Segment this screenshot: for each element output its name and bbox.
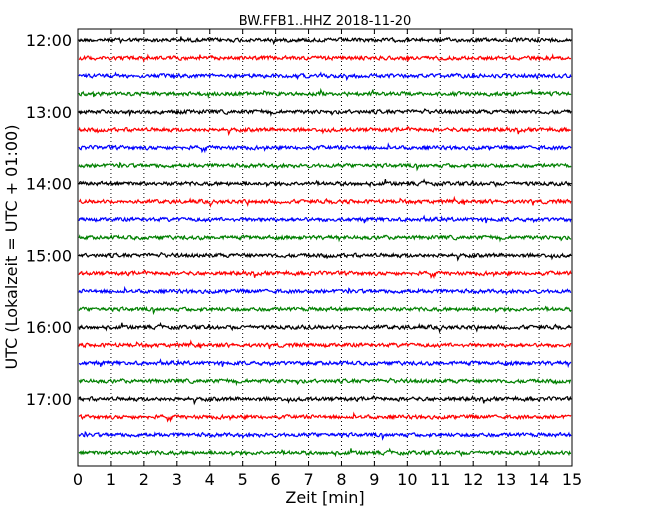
x-tick-label: 6 xyxy=(271,470,281,489)
x-axis-ticks: 0 1 2 3 4 5 6 7 8 9 10 11 12 13 14 15 xyxy=(73,29,582,489)
x-tick-label: 14 xyxy=(529,470,549,489)
x-tick-label: 0 xyxy=(73,470,83,489)
trace-1445 xyxy=(78,234,572,243)
chart-title: BW.FFB1..HHZ 2018-11-20 xyxy=(239,14,412,29)
trace-1745 xyxy=(78,447,572,458)
trace-1645 xyxy=(78,377,572,387)
trace-1630 xyxy=(78,358,572,369)
vertical-gridlines xyxy=(110,29,540,466)
trace-1330 xyxy=(78,142,572,154)
trace-1500 xyxy=(78,251,572,262)
x-tick-label: 1 xyxy=(106,470,116,489)
trace-1715 xyxy=(78,411,572,423)
y-tick-label: 16:00 xyxy=(26,318,72,337)
x-tick-label: 5 xyxy=(238,470,248,489)
x-tick-label: 7 xyxy=(303,470,313,489)
plot-frame xyxy=(77,28,573,467)
y-tick-label: 15:00 xyxy=(26,246,72,265)
trace-1700 xyxy=(78,395,572,406)
x-tick-label: 12 xyxy=(463,470,483,489)
trace-group xyxy=(78,36,572,458)
x-tick-label: 15 xyxy=(562,470,582,489)
trace-1345 xyxy=(78,161,572,172)
y-axis-ticks: 12:00 13:00 14:00 15:00 16:00 17:00 xyxy=(26,31,572,409)
trace-1615 xyxy=(78,339,572,350)
trace-1230 xyxy=(78,71,572,82)
trace-1245 xyxy=(78,87,572,99)
trace-1415 xyxy=(78,195,572,208)
x-tick-label: 2 xyxy=(139,470,149,489)
y-tick-label: 14:00 xyxy=(26,175,72,194)
x-tick-label: 11 xyxy=(430,470,450,489)
trace-1300 xyxy=(78,108,572,118)
x-tick-label: 10 xyxy=(397,470,417,489)
trace-1530 xyxy=(78,285,572,296)
y-tick-label: 13:00 xyxy=(26,103,72,122)
x-tick-label: 8 xyxy=(336,470,346,489)
trace-1430 xyxy=(78,214,572,224)
x-tick-label: 3 xyxy=(172,470,182,489)
x-tick-label: 13 xyxy=(496,470,516,489)
y-axis-label: UTC (Lokalzeit = UTC + 01:00) xyxy=(2,125,21,370)
trace-1215 xyxy=(78,53,572,63)
trace-1600 xyxy=(78,321,572,334)
trace-1200 xyxy=(78,36,572,46)
x-tick-label: 4 xyxy=(205,470,215,489)
trace-1730 xyxy=(78,430,572,441)
trace-1400 xyxy=(78,178,572,189)
trace-1315 xyxy=(78,125,572,137)
trace-1545 xyxy=(78,305,572,316)
x-tick-label: 9 xyxy=(369,470,379,489)
trace-1515 xyxy=(78,269,572,280)
y-tick-label: 12:00 xyxy=(26,31,72,50)
y-tick-label: 17:00 xyxy=(26,390,72,409)
x-axis-label: Zeit [min] xyxy=(285,488,364,507)
